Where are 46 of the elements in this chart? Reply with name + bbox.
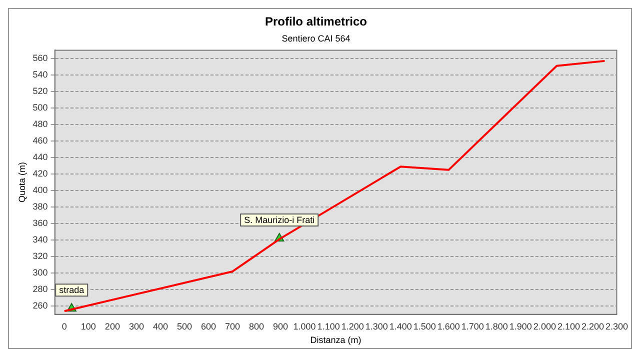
x-tick-label: 500 [176,321,192,332]
chart-subtitle: Sentiero CAI 564 [282,33,350,44]
x-tick-label: 1.700 [461,321,484,332]
x-tick-label: 1.800 [485,321,508,332]
x-tick-label: 100 [80,321,96,332]
x-tick-label: 1.500 [413,321,436,332]
y-tick-label: 520 [32,86,48,96]
y-tick-label: 440 [32,152,48,162]
annotation: S. Maurizio-i Frati [244,214,315,225]
y-tick-label: 560 [32,52,48,63]
y-tick-label: 480 [32,118,48,129]
x-tick-label: 700 [225,321,240,332]
y-tick-label: 280 [32,284,48,294]
y-tick-label: 320 [32,251,48,262]
x-tick-label: 0 [62,321,67,332]
x-tick-label: 2.300 [605,321,628,332]
x-tick-label: 600 [200,321,216,332]
y-tick-label: 380 [32,202,48,212]
y-tick-label: 460 [32,136,48,146]
x-tick-label: 200 [104,321,120,332]
x-tick-label: 1.100 [317,321,340,332]
x-tick-label: 400 [152,321,168,332]
x-axis-title: Distanza (m) [310,335,362,346]
y-tick-label: 260 [32,300,48,311]
y-tick-label: 500 [32,102,48,112]
x-tick-label: 2.100 [557,321,580,332]
x-tick-label: 1.600 [437,321,460,332]
y-tick-label: 540 [32,69,48,80]
x-tick-label: 2.200 [581,321,604,332]
x-tick-label: 1.000 [293,321,316,332]
x-tick-label: 1.200 [341,321,364,332]
y-tick-label: 420 [32,168,48,179]
y-tick-label: 340 [32,234,48,245]
x-tick-label: 800 [249,321,264,332]
y-axis-title: Quota (m) [16,162,27,203]
x-tick-label: 1.300 [365,321,388,332]
y-tick-label: 400 [32,185,48,196]
x-tick-label: 900 [273,321,288,332]
x-tick-label: 2.000 [533,321,556,332]
x-tick-label: 300 [128,321,144,332]
annotation: strada [59,285,84,296]
x-tick-label: 1.900 [509,321,532,332]
chart-title: Profilo altimetrico [264,14,368,29]
x-tick-label: 1.400 [389,321,412,332]
y-tick-label: 300 [32,268,48,278]
y-tick-label: 360 [32,218,48,228]
